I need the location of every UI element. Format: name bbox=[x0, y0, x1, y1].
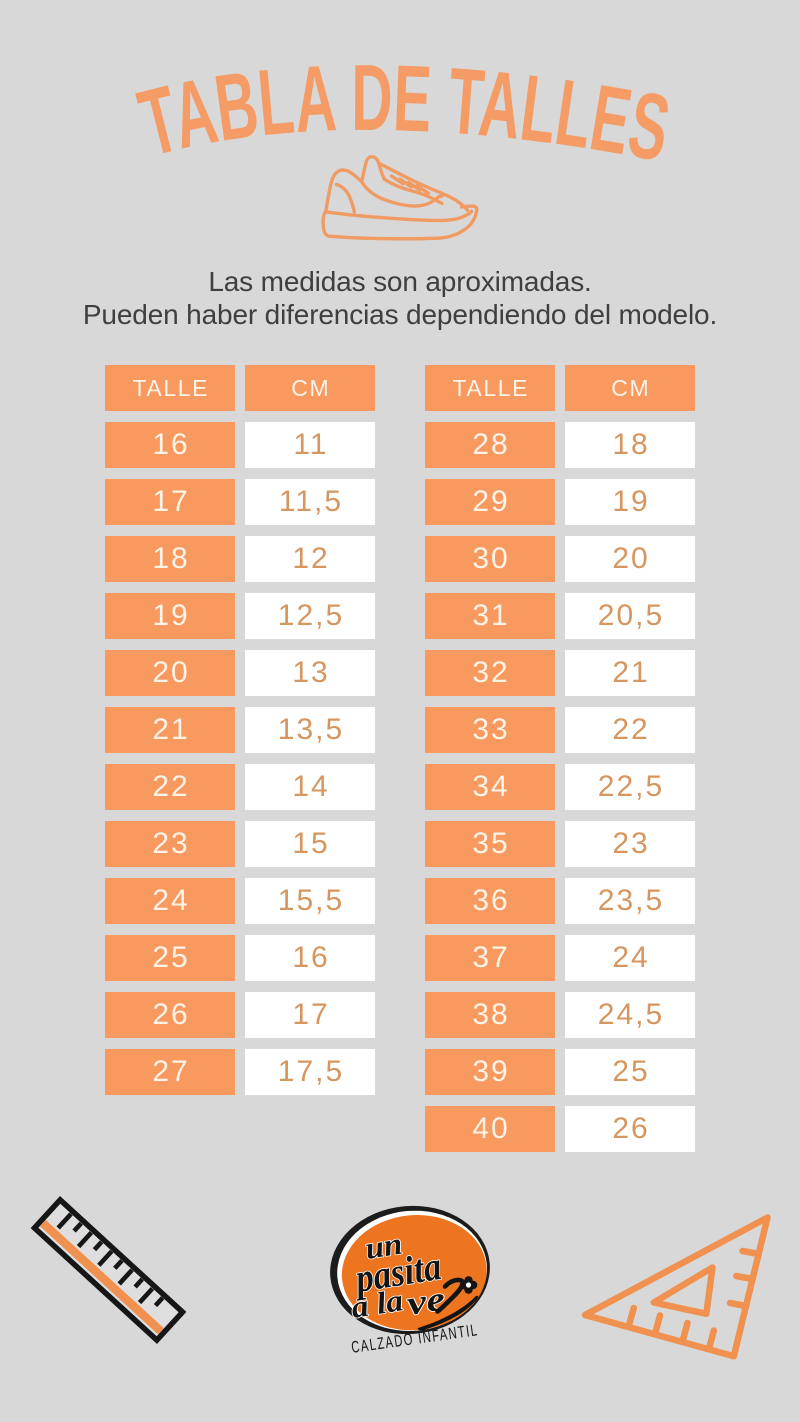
svg-text:TABLA DE TALLES: TABLA DE TALLES bbox=[130, 45, 678, 181]
svg-text:a la: a la bbox=[349, 1282, 406, 1325]
svg-text:un: un bbox=[363, 1226, 405, 1266]
svg-text:ve: ve bbox=[404, 1280, 447, 1322]
